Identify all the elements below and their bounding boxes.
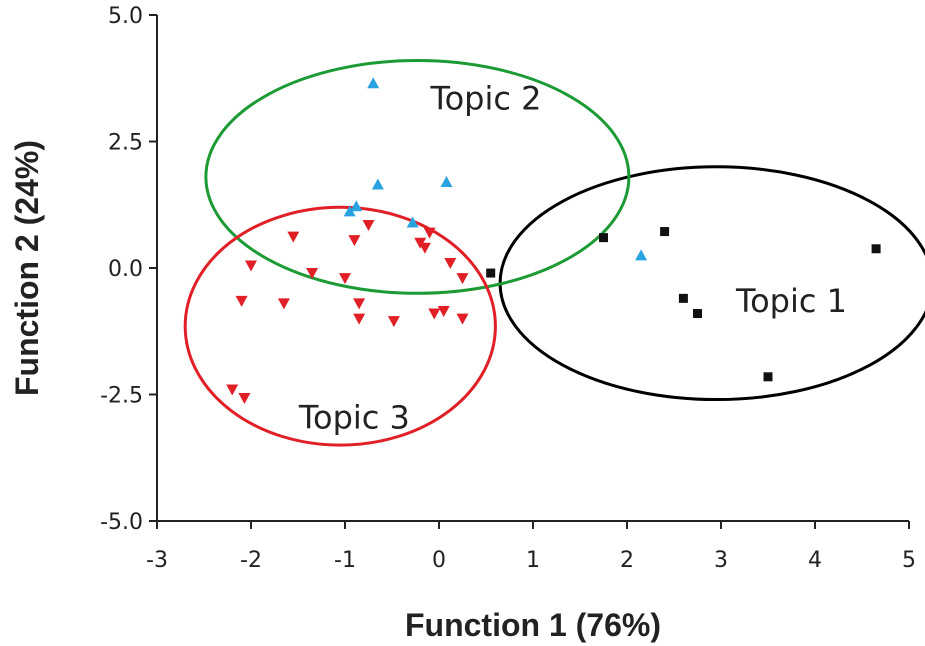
data-point-topic-1 (693, 309, 702, 319)
y-tick-label: -5.0 (100, 510, 143, 535)
x-tick-label: 4 (808, 548, 822, 573)
x-tick-label: 1 (526, 548, 540, 573)
data-point-topic-3 (353, 313, 366, 325)
data-point-topic-1 (660, 227, 670, 237)
y-tick-label: 2.5 (108, 131, 143, 156)
group-label-topic-2: Topic 2 (429, 79, 541, 117)
x-tick-label: -3 (146, 548, 168, 573)
x-tick-label: 3 (714, 548, 728, 573)
data-point-topic-2 (440, 175, 453, 187)
data-point-topic-2 (371, 178, 384, 190)
data-point-topic-3 (418, 242, 431, 254)
data-point-topic-2 (367, 77, 380, 89)
axis-ticks: -3 -2 -1 0 1 2 3 4 5 -5.0 -2.5 0.0 2.5 5.0 (100, 4, 916, 573)
data-point-topic-3 (238, 393, 251, 405)
x-axis-title: Function 1 (76%) (405, 607, 661, 643)
x-tick-label: -2 (240, 548, 262, 573)
data-point-topic-3 (339, 273, 351, 285)
data-point-topic-3 (428, 308, 441, 320)
y-tick-label: 5.0 (108, 4, 143, 29)
data-point-topic-2 (635, 249, 648, 261)
cluster-ellipse-topic-2 (204, 59, 631, 295)
y-tick-label: 0.0 (108, 257, 143, 282)
data-point-topic-2 (406, 216, 419, 228)
data-point-topic-1 (678, 293, 688, 303)
data-point-topic-3 (277, 298, 290, 310)
cluster-ellipse-topic-1 (498, 165, 925, 402)
data-point-topic-3 (235, 295, 248, 307)
data-point-topic-1 (871, 244, 881, 254)
x-tick-label: -1 (334, 548, 356, 573)
data-point-topic-2 (350, 200, 363, 212)
y-tick-label: -2.5 (100, 384, 143, 409)
cluster-ellipse-topic-3 (183, 205, 497, 447)
data-point-topic-2 (343, 205, 356, 217)
data-point-topic-3 (245, 260, 257, 272)
data-point-topic-3 (226, 384, 239, 396)
data-point-topic-1 (763, 372, 773, 382)
data-point-topic-3 (387, 316, 400, 328)
data-point-topic-3 (287, 231, 300, 243)
data-point-topic-3 (353, 298, 366, 310)
group-labels: Topic 1 Topic 2 Topic 3 (298, 79, 847, 436)
data-point-topic-3 (437, 306, 450, 318)
x-tick-label: 5 (902, 548, 916, 573)
x-tick-label: 2 (620, 548, 634, 573)
data-point-topic-1 (486, 268, 496, 278)
data-point-topic-1 (599, 233, 608, 243)
group-label-topic-1: Topic 1 (735, 282, 847, 320)
data-point-topic-3 (456, 273, 469, 285)
data-point-topic-3 (362, 219, 375, 231)
group-label-topic-3: Topic 3 (298, 398, 410, 436)
x-tick-label: 0 (432, 548, 446, 573)
data-point-topic-3 (423, 227, 436, 239)
data-point-topic-3 (456, 313, 469, 325)
data-point-topic-3 (348, 235, 361, 247)
data-points (226, 77, 881, 405)
cluster-ellipses (183, 59, 925, 447)
data-point-topic-3 (306, 268, 319, 280)
data-point-topic-3 (444, 257, 457, 269)
y-axis-title: Function 2 (24%) (9, 140, 45, 396)
